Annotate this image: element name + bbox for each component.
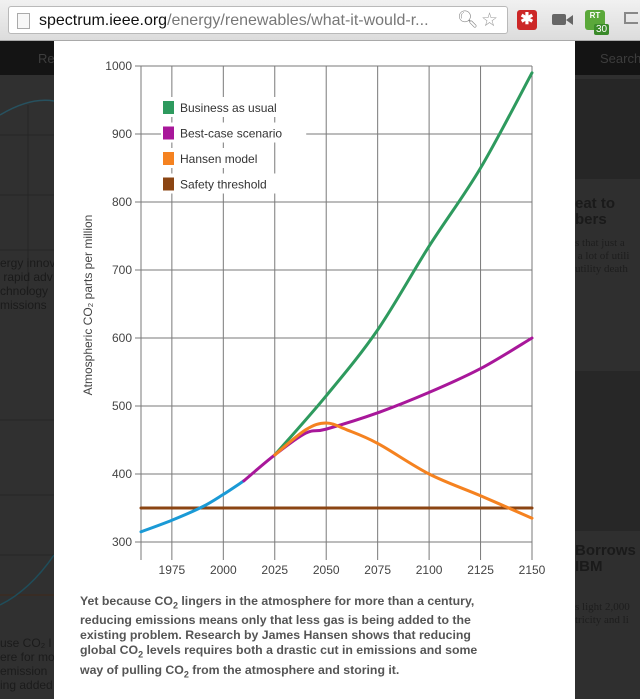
legend-swatch — [163, 152, 174, 165]
chart-legend: Business as usual Best-case scenario Hanse… — [161, 97, 307, 194]
y-axis-label: Atmospheric CO₂ parts per million — [81, 215, 95, 396]
series-business-as-usual — [273, 71, 534, 457]
y-axis-ticks: 300 400 500 600 700 800 900 1000 — [105, 59, 132, 549]
y-tick-label: 600 — [112, 331, 132, 345]
x-tick-label: 2075 — [364, 563, 391, 577]
legend-label: Best-case scenario — [180, 127, 282, 141]
url-text[interactable]: spectrum.ieee.org/energy/renewables/what… — [39, 12, 429, 29]
y-tick-label: 400 — [112, 467, 132, 481]
cast-icon[interactable] — [624, 12, 638, 24]
camera-lens-icon — [566, 15, 573, 25]
chart-caption: Yet because CO2 lingers in the atmospher… — [80, 594, 478, 680]
y-tick-label: 500 — [112, 399, 132, 413]
x-axis-ticks: 1975 2000 2025 2050 2075 2100 2125 2150 — [159, 563, 546, 577]
y-tick-label: 800 — [112, 195, 132, 209]
x-tick-label: 2050 — [313, 563, 340, 577]
bookmark-star-icon[interactable]: ☆ — [481, 10, 499, 31]
y-tick-label: 1000 — [105, 59, 132, 73]
x-tick-label: 2150 — [519, 563, 546, 577]
background-nav: Re — [0, 41, 54, 75]
background-snippet-2: s light 2,000 tricity and li — [575, 601, 630, 626]
rt-badge-count: 30 — [594, 24, 610, 35]
legend-swatch — [163, 177, 174, 191]
series-hansen-model — [273, 421, 534, 520]
legend-label: Hansen model — [180, 152, 257, 166]
legend-swatch — [163, 126, 174, 140]
address-bar[interactable]: spectrum.ieee.org/energy/renewables/what… — [8, 6, 508, 34]
legend-swatch — [163, 101, 174, 114]
page-icon — [17, 13, 30, 29]
y-tick-label: 900 — [112, 127, 132, 141]
browser-toolbar: spectrum.ieee.org/energy/renewables/what… — [0, 0, 640, 41]
background-thumbnail-2 — [575, 371, 640, 531]
background-chart-thumbnail — [0, 99, 54, 606]
chart-series — [139, 71, 534, 534]
lastpass-extension-icon[interactable]: ✱ — [517, 10, 537, 30]
x-tick-label: 2100 — [416, 563, 443, 577]
series-historical — [139, 479, 246, 534]
x-tick-label: 2000 — [210, 563, 237, 577]
background-headline-1: eat to bers — [575, 195, 616, 228]
y-tick-label: 700 — [112, 263, 132, 277]
background-thumbnail-1 — [575, 79, 640, 179]
background-nav-item: Re — [38, 51, 54, 66]
camera-extension-icon[interactable] — [552, 14, 566, 25]
zoom-icon[interactable]: 🔍︎ — [457, 10, 479, 29]
background-search-link: Search — [600, 51, 640, 66]
legend-label: Safety threshold — [180, 178, 267, 192]
background-page-left: Re ergy innov rapid adv chnology mission… — [0, 41, 54, 699]
series-best-case-scenario — [242, 336, 534, 483]
legend-label: Business as usual — [180, 101, 277, 115]
background-snippet-1: s that just a a lot of utili utility dea… — [575, 237, 630, 275]
background-caption-text: use CO₂ l ere for mo emission ing added — [0, 636, 54, 692]
x-tick-label: 2025 — [261, 563, 288, 577]
background-headline-2: Borrows IBM — [575, 542, 636, 575]
y-tick-label: 300 — [112, 535, 132, 549]
background-article-text: ergy innov rapid adv chnology missions — [0, 256, 54, 312]
background-page-right: Search eat to bers s that just a a lot o… — [575, 41, 640, 699]
x-tick-label: 1975 — [159, 563, 186, 577]
background-nav: Search — [575, 41, 640, 75]
chart-grid — [135, 65, 533, 560]
x-tick-label: 2125 — [467, 563, 494, 577]
